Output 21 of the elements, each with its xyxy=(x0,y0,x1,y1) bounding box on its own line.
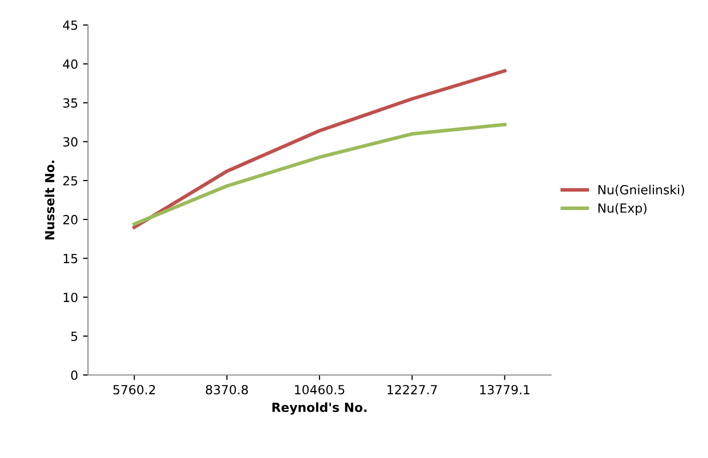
line-series xyxy=(132,122,506,226)
y-axis-title: Nusselt No. xyxy=(44,160,54,240)
legend-label: Nu(Gnielinski) xyxy=(598,184,684,196)
y-tick-label: 25 xyxy=(63,176,78,186)
legend-label: Nu(Exp) xyxy=(598,203,646,216)
y-tick-label: 40 xyxy=(62,59,78,69)
y-tick-label: 45 xyxy=(62,20,78,30)
y-tick-label: 20 xyxy=(63,214,78,224)
line-series xyxy=(132,69,506,229)
x-tick-label: 13779.1 xyxy=(480,384,530,394)
x-tick-label: 12227.7 xyxy=(388,384,437,394)
y-tick-label: 0 xyxy=(71,370,78,380)
y-tick-label: 30 xyxy=(63,137,78,147)
y-tick-label: 15 xyxy=(64,254,78,264)
x-tick-label: 8370.8 xyxy=(206,384,248,394)
y-tick-label: 10 xyxy=(64,292,78,302)
y-tick-label: 35 xyxy=(63,98,78,108)
x-tick-label: 5760.2 xyxy=(113,384,155,394)
y-tick-label: 5 xyxy=(71,332,78,342)
x-tick-label: 10460.5 xyxy=(295,384,344,394)
x-axis-title: Reynold's No. xyxy=(272,402,366,415)
